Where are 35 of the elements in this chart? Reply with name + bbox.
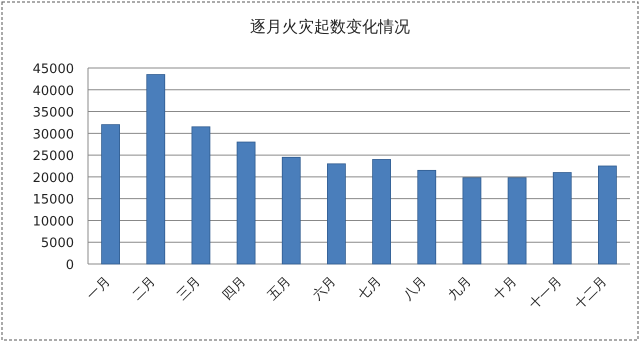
y-tick-label: 45000 xyxy=(32,62,74,77)
y-tick-label: 0 xyxy=(66,258,74,273)
bar xyxy=(372,159,391,264)
x-tick-label: 五月 xyxy=(265,274,294,304)
x-tick-label: 七月 xyxy=(355,274,384,304)
y-tick-label: 25000 xyxy=(32,149,74,164)
x-tick-label: 一月 xyxy=(84,274,114,304)
x-tick-label: 六月 xyxy=(310,274,340,304)
bar xyxy=(282,156,301,264)
y-tick-label: 10000 xyxy=(32,214,74,230)
x-tick-label: 九月 xyxy=(446,274,475,304)
x-tick-label: 二月 xyxy=(130,274,159,304)
bar xyxy=(236,142,256,264)
bar xyxy=(598,166,617,264)
x-tick-label: 八月 xyxy=(400,274,430,304)
y-tick-label: 40000 xyxy=(32,84,74,99)
x-tick-label: 十一月 xyxy=(526,274,566,312)
y-tick-label: 20000 xyxy=(32,170,74,186)
x-tick-label: 三月 xyxy=(174,274,204,304)
x-tick-label: 四月 xyxy=(220,274,249,304)
y-tick-label: 35000 xyxy=(32,106,74,121)
bar xyxy=(146,74,166,264)
chart-title: 逐月火灾起数变化情况 xyxy=(250,17,410,36)
y-tick-label: 5000 xyxy=(40,236,74,252)
y-tick-label: 30000 xyxy=(32,127,74,142)
bar xyxy=(327,163,346,264)
bar xyxy=(101,124,120,264)
bar xyxy=(462,177,482,264)
x-tick-label: 十二月 xyxy=(572,274,610,312)
bar xyxy=(552,172,572,264)
y-tick-label: 15000 xyxy=(32,192,74,208)
x-tick-label: 十月 xyxy=(490,274,520,304)
bar xyxy=(508,177,526,264)
bar xyxy=(417,170,436,264)
bar xyxy=(192,126,210,264)
